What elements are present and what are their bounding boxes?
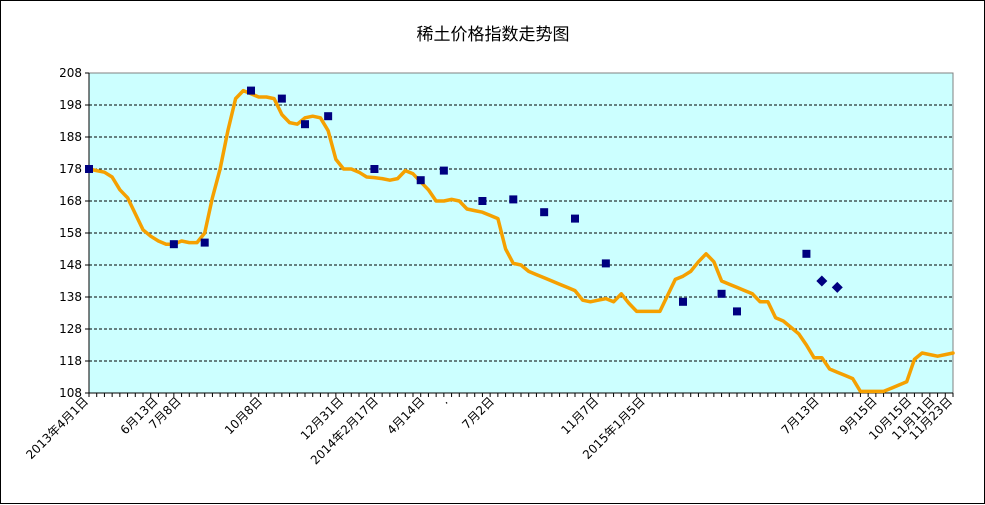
y-axis: 108 118 128 138 148 158 168 178 188 198 208	[59, 66, 90, 400]
y-tick-label: 178	[59, 162, 82, 176]
data-marker	[324, 112, 333, 121]
marker-group	[85, 86, 843, 316]
data-marker	[571, 214, 579, 223]
y-tick-label: 168	[59, 194, 82, 208]
data-marker	[439, 166, 448, 175]
data-marker	[831, 281, 843, 293]
data-marker	[416, 176, 425, 185]
data-marker	[277, 94, 286, 103]
data-marker	[85, 165, 93, 173]
data-marker	[169, 240, 178, 249]
data-marker	[540, 208, 549, 217]
y-tick-label: 108	[59, 386, 82, 400]
x-tick-label: 2013年4月1日	[23, 394, 91, 462]
y-tick-label: 208	[59, 66, 82, 80]
series-line-group	[87, 88, 955, 394]
series-line	[87, 88, 955, 394]
chart-title: 稀土价格指数走势图	[417, 25, 570, 45]
y-tick-label: 128	[59, 322, 82, 336]
y-tick-label: 188	[59, 130, 82, 144]
data-marker	[733, 307, 741, 316]
data-marker	[816, 275, 828, 287]
data-marker	[247, 86, 255, 95]
y-tick-label: 158	[59, 226, 82, 240]
y-tick-label: 198	[59, 98, 82, 112]
x-tick-label: 4月14日	[384, 394, 427, 437]
data-marker	[200, 238, 209, 247]
x-tick-label: 10月8日	[222, 394, 265, 437]
data-marker	[509, 195, 518, 204]
x-tick-label: 7月2日	[459, 394, 497, 432]
x-tick-label: 7月13日	[779, 394, 822, 437]
data-marker	[370, 165, 379, 173]
y-tick-label: 138	[59, 290, 82, 304]
data-marker	[717, 289, 726, 298]
y-tick-label: 148	[59, 258, 82, 272]
data-marker	[802, 249, 811, 258]
data-marker	[301, 120, 309, 129]
x-tick-label: 11月7日	[558, 394, 601, 437]
y-tick-label: 118	[59, 354, 82, 368]
data-marker	[679, 297, 687, 306]
data-marker	[478, 197, 487, 205]
data-marker	[601, 259, 610, 268]
